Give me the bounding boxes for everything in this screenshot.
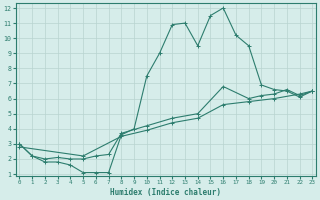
X-axis label: Humidex (Indice chaleur): Humidex (Indice chaleur)	[110, 188, 221, 197]
